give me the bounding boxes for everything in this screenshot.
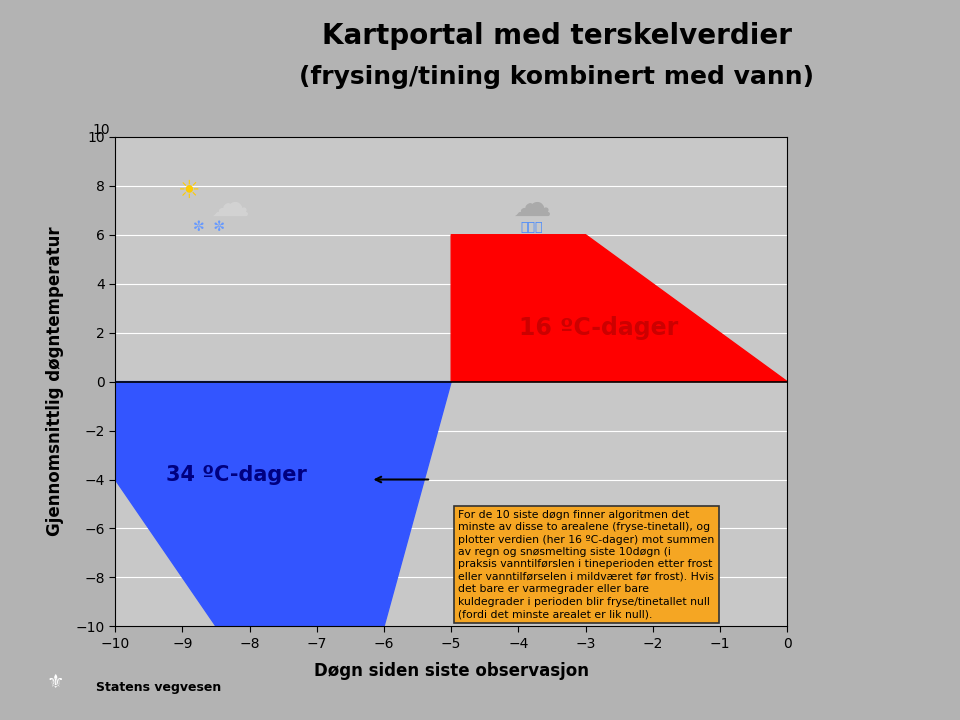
Text: ☁: ☁ [210,186,249,225]
Text: ✼  ✼: ✼ ✼ [193,220,226,235]
Text: ⚜: ⚜ [46,672,64,692]
Text: (frysing/tining kombinert med vann): (frysing/tining kombinert med vann) [300,65,814,89]
X-axis label: Døgn siden siste observasjon: Døgn siden siste observasjon [314,662,588,680]
Text: Statens vegvesen: Statens vegvesen [96,681,221,694]
Text: For de 10 siste døgn finner algoritmen det
minste av disse to arealene (fryse-ti: For de 10 siste døgn finner algoritmen d… [458,510,714,619]
Text: 10: 10 [93,122,110,137]
Text: 16 ºC-dager: 16 ºC-dager [519,316,679,340]
Text: ☀: ☀ [178,179,201,202]
Text: 34 ºC-dager: 34 ºC-dager [166,464,306,485]
Text: ☁: ☁ [513,186,551,225]
Polygon shape [451,235,787,382]
Text: Kartportal med terskelverdier: Kartportal med terskelverdier [322,22,792,50]
Y-axis label: Gjennomsnittlig døgntemperatur: Gjennomsnittlig døgntemperatur [46,227,64,536]
Polygon shape [115,382,451,626]
Text: 💧💧💧: 💧💧💧 [520,221,543,234]
